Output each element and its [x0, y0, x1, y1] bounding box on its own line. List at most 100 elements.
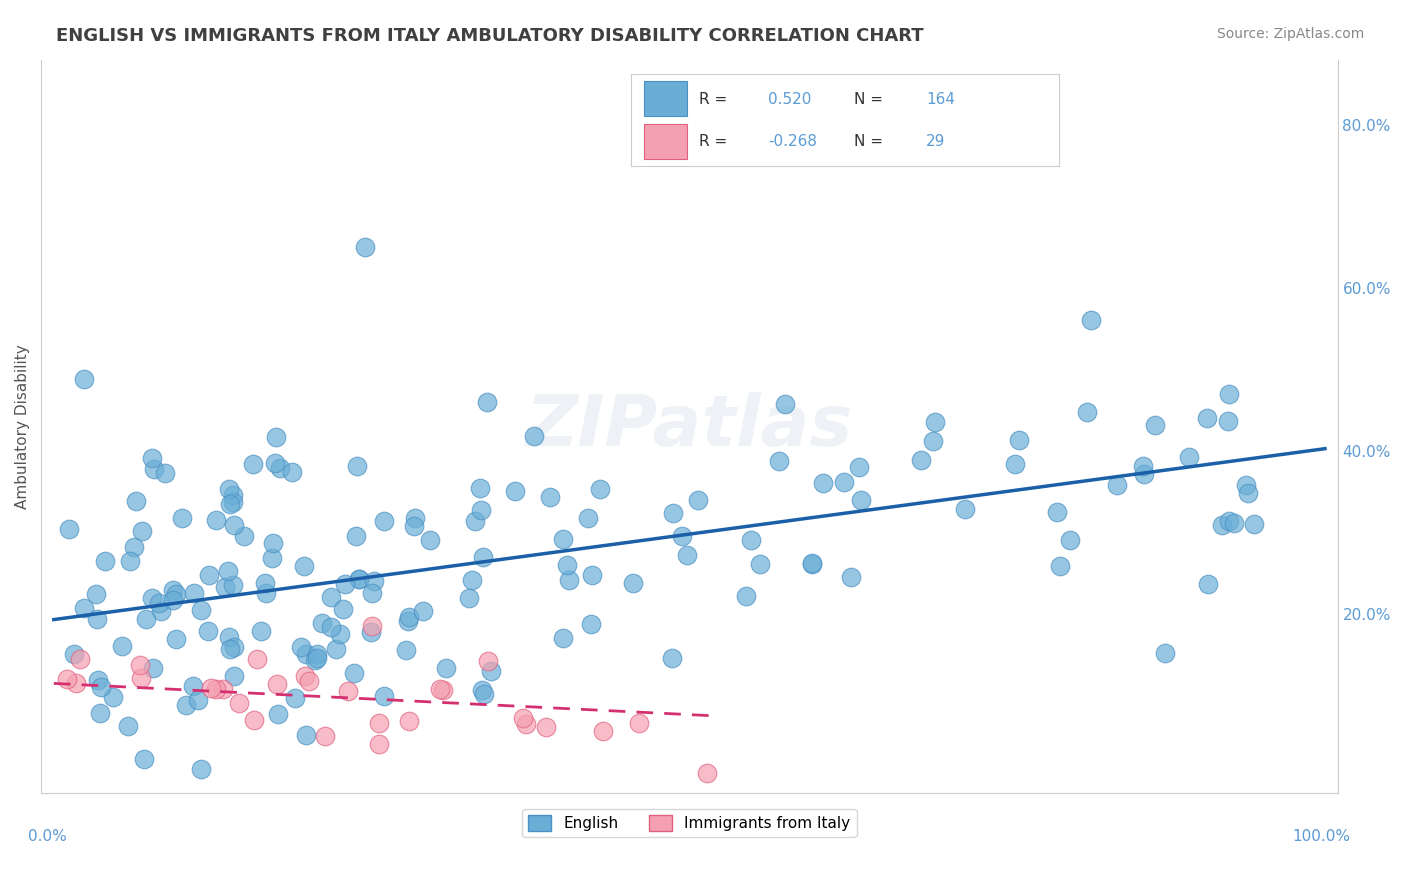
Point — [538, 490, 561, 504]
Point — [628, 715, 651, 730]
Point — [111, 639, 134, 653]
Point — [347, 572, 370, 586]
Point — [346, 458, 368, 473]
Point — [555, 558, 578, 573]
Point — [266, 706, 288, 721]
Point — [662, 506, 685, 520]
Point — [1177, 450, 1199, 465]
Point — [337, 683, 360, 698]
Point — [129, 657, 152, 672]
Point — [143, 462, 166, 476]
Point — [505, 483, 527, 498]
Point — [749, 558, 772, 572]
Point — [536, 720, 558, 734]
Point — [360, 586, 382, 600]
Point — [214, 580, 236, 594]
Point — [921, 434, 943, 449]
Point — [849, 493, 872, 508]
Point — [353, 240, 375, 254]
Point — [1080, 313, 1102, 327]
Point — [200, 681, 222, 695]
Point — [768, 454, 790, 468]
Point — [224, 640, 246, 655]
Point — [1059, 533, 1081, 547]
Point — [262, 536, 284, 550]
Point — [243, 713, 266, 727]
Point — [589, 482, 612, 496]
Point — [1197, 411, 1219, 425]
Point — [218, 630, 240, 644]
Point — [464, 514, 486, 528]
Point — [661, 651, 683, 665]
Point — [1154, 646, 1177, 660]
Point — [402, 519, 425, 533]
Point — [150, 604, 173, 618]
Point — [72, 372, 94, 386]
Point — [1218, 414, 1240, 428]
Point — [222, 669, 245, 683]
Point — [1218, 514, 1240, 528]
Point — [228, 696, 250, 710]
Point — [1236, 485, 1258, 500]
Point — [73, 601, 96, 615]
Point — [343, 666, 366, 681]
Point — [1197, 577, 1219, 591]
Point — [242, 458, 264, 472]
Point — [129, 671, 152, 685]
Point — [515, 716, 537, 731]
Point — [165, 587, 187, 601]
Point — [218, 482, 240, 496]
Point — [266, 430, 288, 444]
Point — [468, 482, 491, 496]
Point — [461, 573, 484, 587]
Point — [142, 661, 165, 675]
Point — [232, 528, 254, 542]
Point — [170, 511, 193, 525]
Point — [432, 683, 454, 698]
Point — [311, 615, 333, 630]
Point — [222, 488, 245, 502]
Point — [329, 627, 352, 641]
Point — [471, 550, 494, 565]
Point — [205, 513, 228, 527]
Point — [811, 475, 834, 490]
Point — [800, 556, 823, 570]
Point — [181, 679, 204, 693]
Point — [773, 397, 796, 411]
Point — [676, 548, 699, 562]
Point — [953, 502, 976, 516]
Point — [398, 609, 420, 624]
Point — [305, 651, 328, 665]
Point — [557, 574, 579, 588]
Point — [373, 514, 395, 528]
Point — [284, 691, 307, 706]
Point — [576, 511, 599, 525]
Point — [373, 690, 395, 704]
Text: 0.0%: 0.0% — [28, 829, 67, 844]
Point — [187, 693, 209, 707]
Point — [592, 724, 614, 739]
Point — [479, 664, 502, 678]
Point — [254, 586, 277, 600]
Point — [219, 642, 242, 657]
Point — [360, 625, 382, 640]
Point — [117, 719, 139, 733]
Point — [474, 687, 496, 701]
Point — [344, 529, 367, 543]
Point — [686, 493, 709, 508]
Point — [132, 752, 155, 766]
Point — [848, 459, 870, 474]
Point — [190, 762, 212, 776]
Point — [436, 661, 458, 675]
Text: Source: ZipAtlas.com: Source: ZipAtlas.com — [1216, 27, 1364, 41]
Point — [183, 585, 205, 599]
Point — [368, 716, 391, 731]
Point — [325, 642, 347, 657]
Point — [412, 603, 434, 617]
Point — [457, 591, 479, 606]
Point — [801, 557, 824, 571]
Point — [551, 632, 574, 646]
Point — [910, 452, 932, 467]
Legend: English, Immigrants from Italy: English, Immigrants from Italy — [522, 809, 856, 837]
Point — [321, 590, 343, 604]
